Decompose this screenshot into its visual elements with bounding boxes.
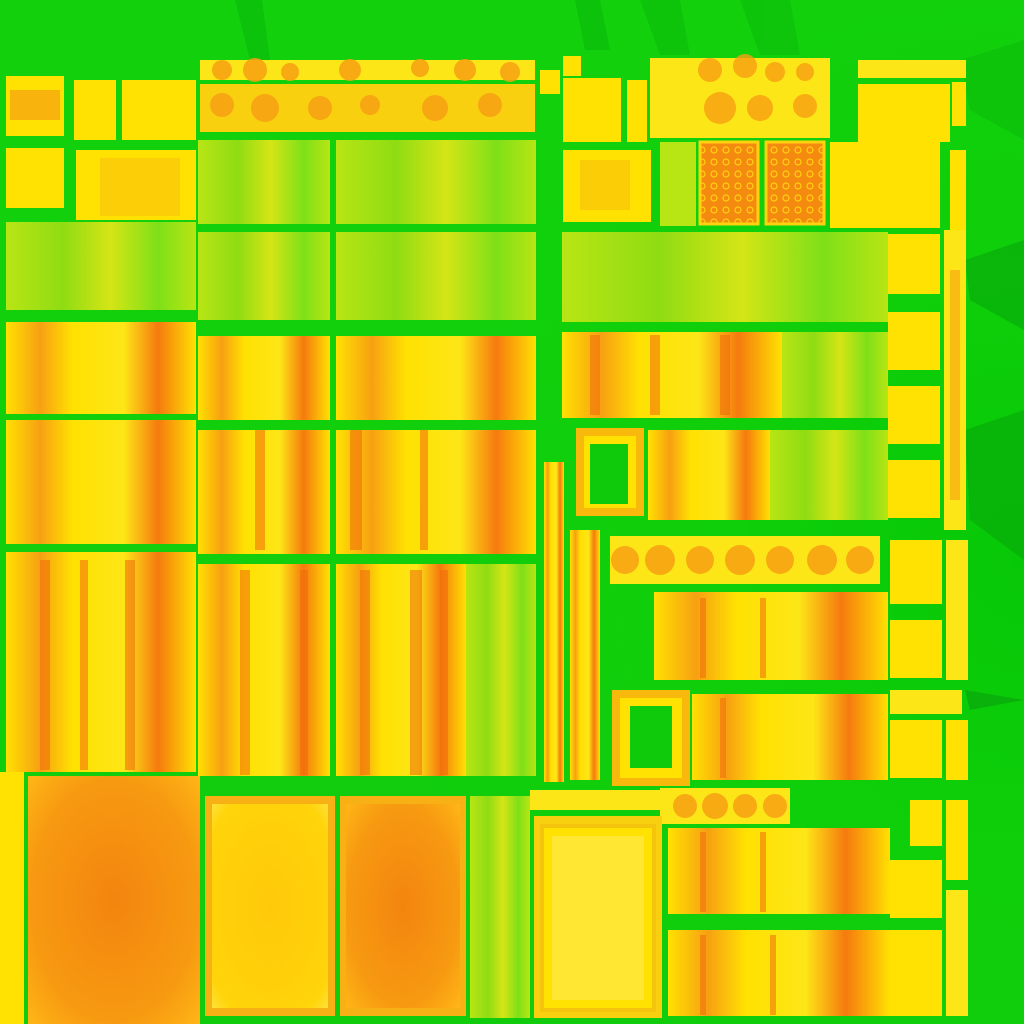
shelf-shadows xyxy=(40,335,776,1015)
row-top-boxes xyxy=(6,54,966,142)
row-2-boxes xyxy=(6,142,966,230)
dot-row-lower xyxy=(530,788,790,824)
bottom-cards xyxy=(0,772,662,1024)
frame-icon xyxy=(576,428,690,786)
book-spine-icon xyxy=(6,140,890,1018)
dot-row-middle xyxy=(610,536,880,584)
ornate-panel-icon xyxy=(698,140,826,226)
right-column-boxes xyxy=(888,230,968,1016)
top-streaks xyxy=(235,0,1024,710)
